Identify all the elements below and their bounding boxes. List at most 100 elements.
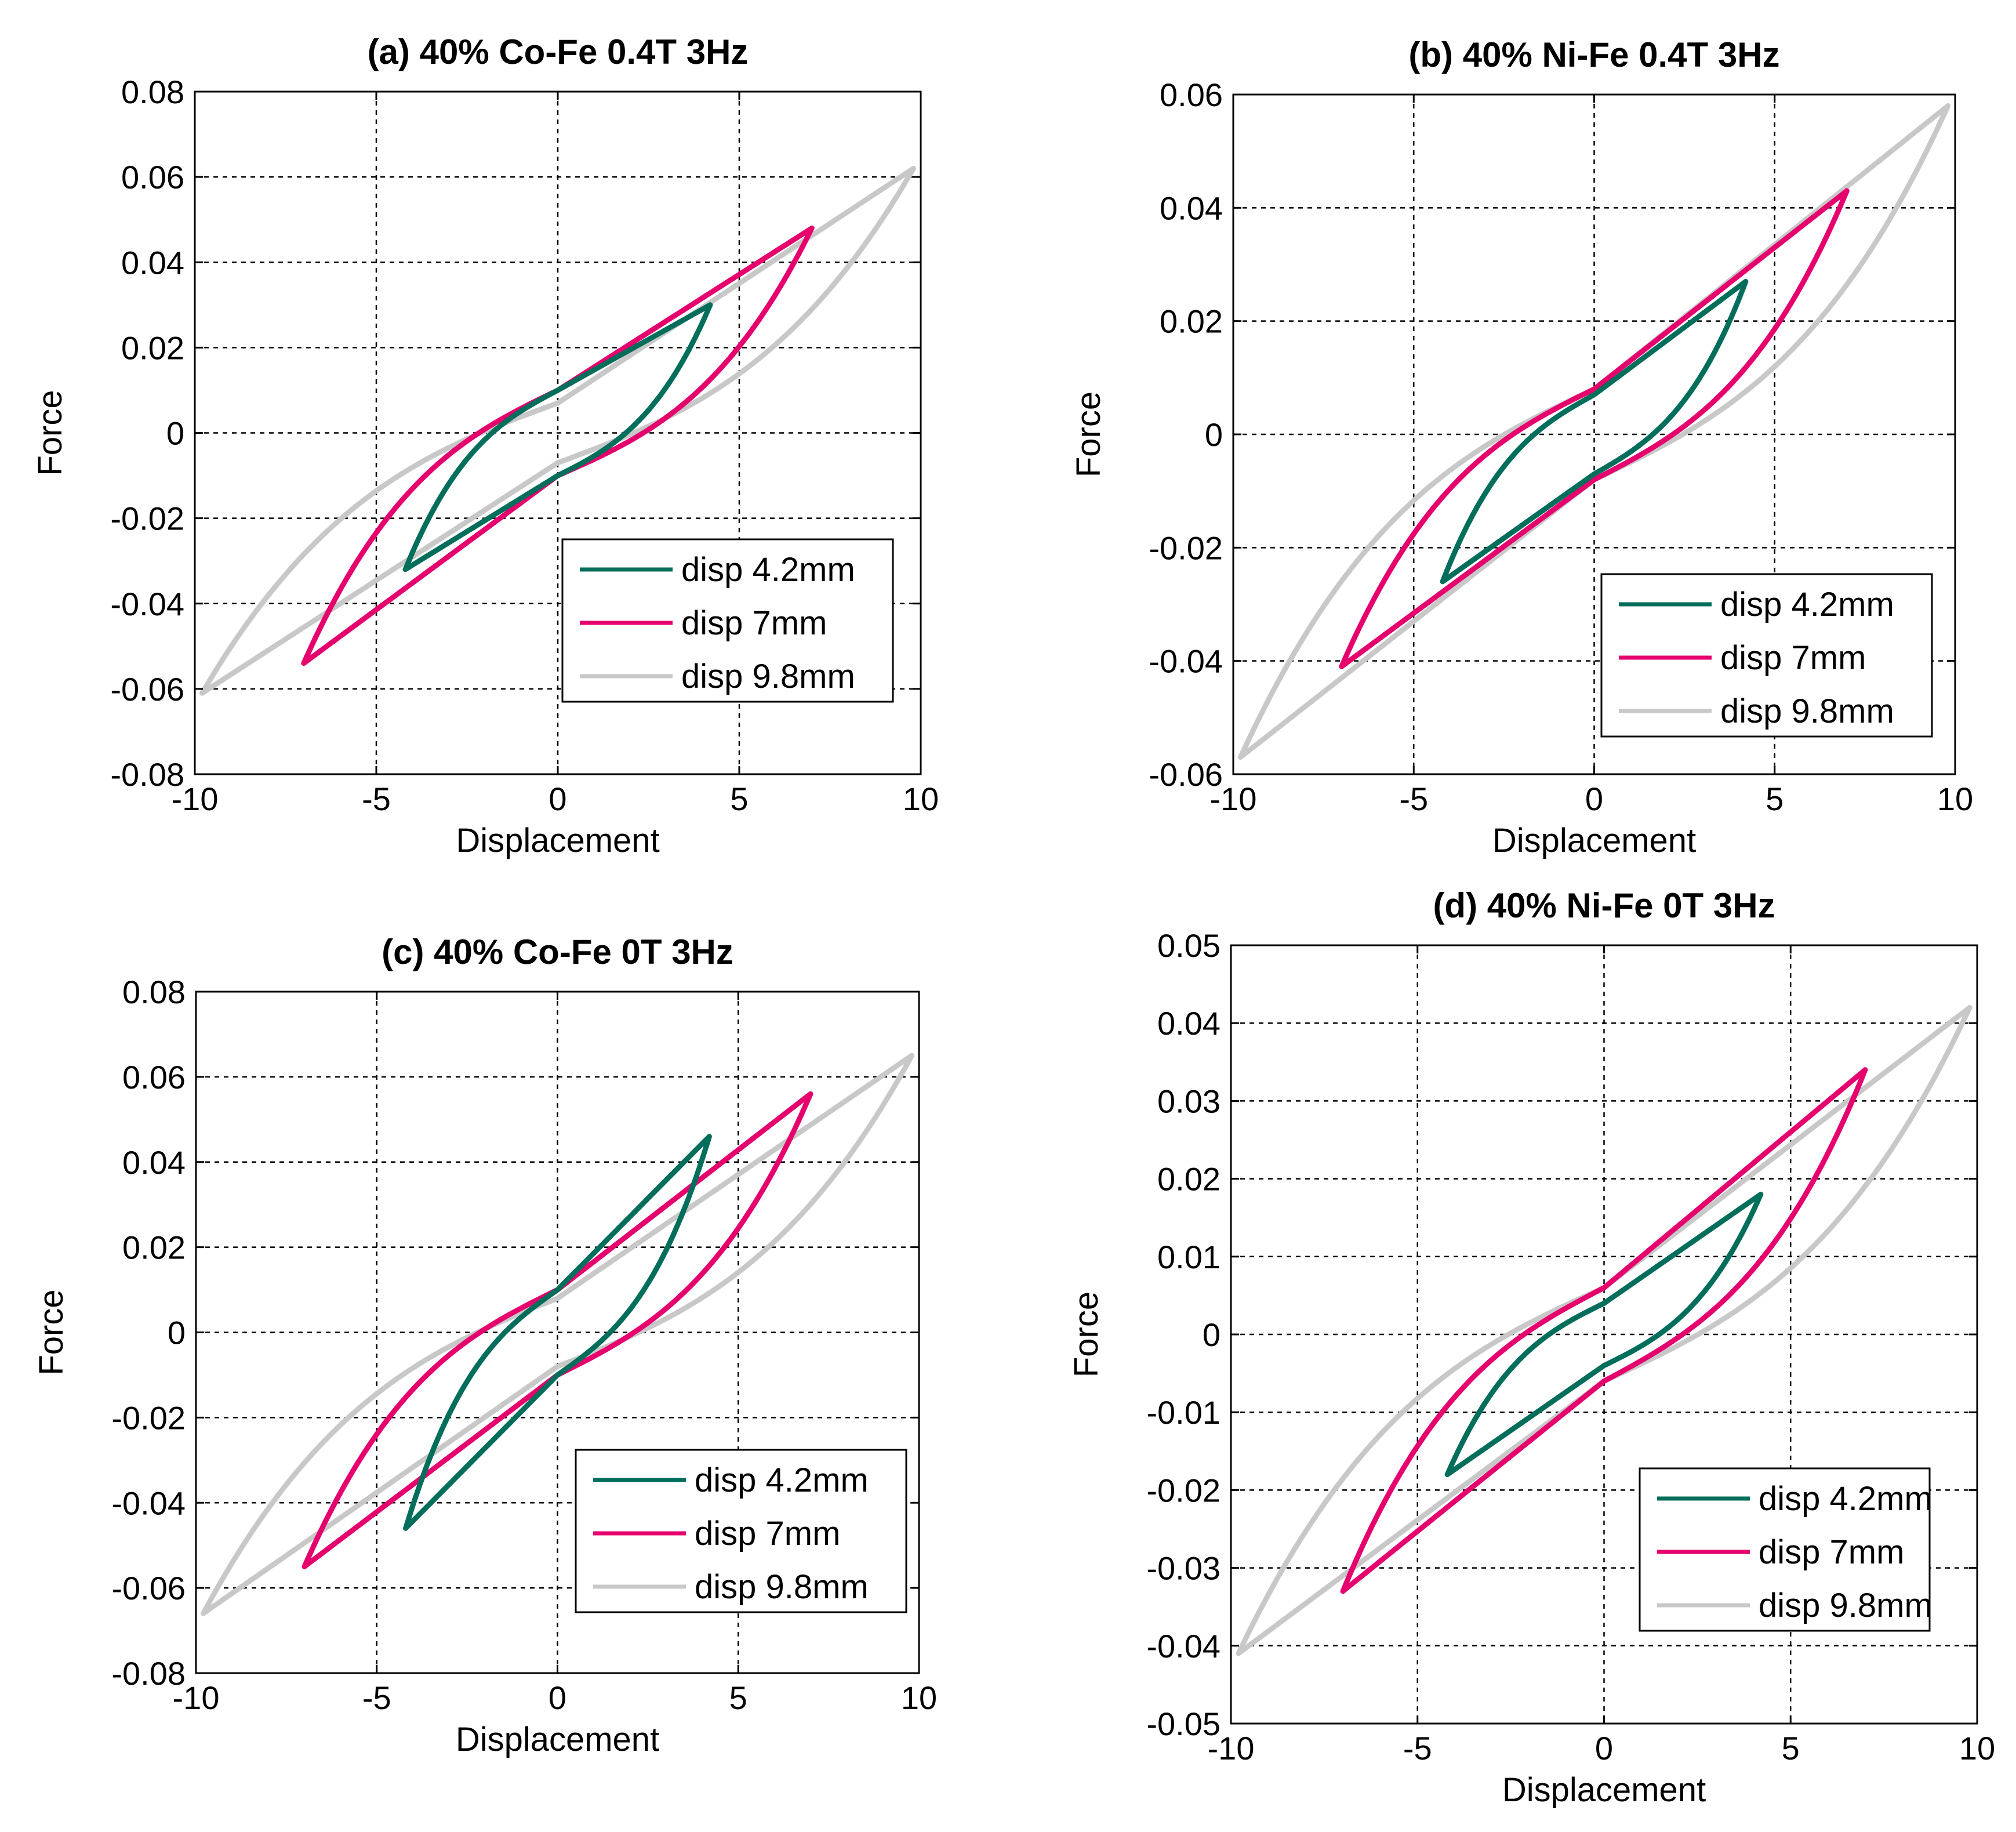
- legend-label: disp 4.2mm: [681, 551, 855, 589]
- x-tick-label: -10: [172, 781, 219, 817]
- y-axis-label: Force: [1067, 1292, 1105, 1377]
- x-tick-label: 0: [549, 1679, 566, 1716]
- y-tick-label: 0: [1205, 416, 1223, 453]
- y-tick-label: 0.04: [1160, 190, 1223, 226]
- y-tick-label: -0.04: [1149, 643, 1223, 680]
- y-tick-label: -0.02: [111, 1399, 186, 1436]
- legend: disp 4.2mm disp 7mm disp 9.8mm: [1639, 1467, 1933, 1632]
- y-axis-label: Force: [32, 1289, 70, 1375]
- grid: [1231, 945, 1977, 1724]
- y-tick-label: 0.03: [1157, 1083, 1221, 1119]
- series-group: [199, 165, 916, 696]
- y-tick-label: -0.04: [110, 586, 184, 622]
- x-axis-label: Displacement: [1492, 822, 1696, 859]
- series-loop-disp-9-8mm: [201, 1053, 914, 1616]
- chart-title: (c) 40% Co-Fe 0T 3Hz: [382, 933, 733, 971]
- y-tick-label: -0.03: [1146, 1550, 1221, 1587]
- y-tick-label: -0.04: [1146, 1628, 1221, 1664]
- y-tick-label: 0.06: [122, 1059, 186, 1095]
- y-tick-label: 0.05: [1157, 927, 1221, 964]
- legend: disp 4.2mm disp 7mm disp 9.8mm: [575, 1449, 907, 1613]
- y-tick-label: 0.02: [1157, 1161, 1221, 1198]
- series-loop-disp-7mm: [1340, 1067, 1868, 1594]
- series-group: [1237, 103, 1951, 760]
- y-tick-label: -0.06: [110, 671, 184, 708]
- series-loop-disp-4-2mm: [402, 302, 713, 572]
- x-axis-label: Displacement: [1502, 1771, 1706, 1809]
- chart-panel-1: -10 -5 0 5 10 -0.08 -0.06 -0.04 -0.02 0 0.02 0.04 0.…: [31, 32, 939, 859]
- y-tick-label: 0.04: [122, 1144, 186, 1181]
- y-tick-label: -0.02: [1149, 529, 1223, 566]
- y-tick-label: 0.04: [121, 244, 184, 281]
- series-group: [1236, 1004, 1973, 1656]
- y-axis-label: Force: [31, 390, 69, 476]
- y-tick-label: 0.01: [1157, 1239, 1221, 1275]
- x-tick-label: 10: [1937, 781, 1973, 817]
- x-tick-label: 5: [730, 781, 748, 817]
- legend-label: disp 7mm: [681, 604, 827, 642]
- chart-panel-2: -10 -5 0 5 10 -0.06 -0.04 -0.02 0 0.02 0.04 0.06 (b)…: [1070, 35, 1973, 859]
- legend-label: disp 9.8mm: [1720, 692, 1894, 730]
- x-tick-label: -5: [1399, 781, 1428, 817]
- y-tick-label: 0: [168, 1315, 186, 1351]
- legend-label: disp 9.8mm: [1759, 1587, 1933, 1624]
- y-tick-label: 0.08: [122, 974, 186, 1010]
- x-tick-label: 0: [549, 781, 566, 817]
- x-tick-label: 5: [729, 1679, 747, 1716]
- legend: disp 4.2mm disp 7mm disp 9.8mm: [1600, 573, 1933, 738]
- series-group: [201, 1053, 914, 1616]
- y-axis-label: Force: [1070, 391, 1107, 477]
- legend-label: disp 4.2mm: [1759, 1480, 1933, 1518]
- y-tick-label: -0.04: [111, 1485, 186, 1521]
- legend-label: disp 9.8mm: [681, 658, 855, 695]
- series-loop-disp-7mm: [301, 225, 815, 666]
- y-tick-label: 0.04: [1157, 1005, 1221, 1042]
- series-loop-disp-4-2mm: [403, 1134, 712, 1531]
- legend: disp 4.2mm disp 7mm disp 9.8mm: [561, 538, 894, 703]
- grid: [195, 92, 921, 774]
- y-tick-label: 0.02: [1160, 303, 1223, 340]
- y-tick-label: -0.02: [1146, 1472, 1221, 1508]
- x-tick-label: 5: [1766, 781, 1783, 817]
- y-tick-label: -0.08: [111, 1655, 186, 1692]
- series-loop-disp-4-2mm: [1444, 1191, 1764, 1478]
- y-tick-label: -0.08: [110, 756, 184, 793]
- y-tick-label: 0.02: [121, 329, 184, 366]
- x-axis-label: Displacement: [456, 822, 659, 859]
- y-tick-label: -0.02: [110, 500, 184, 537]
- y-tick-label: -0.01: [1146, 1394, 1221, 1431]
- y-tick-label: 0.02: [122, 1229, 186, 1266]
- x-tick-label: -5: [362, 781, 391, 817]
- x-tick-label: 0: [1585, 781, 1603, 817]
- y-tick-label: 0.06: [121, 159, 184, 195]
- y-tick-label: 0.08: [121, 74, 184, 110]
- x-tick-label: -5: [362, 1679, 391, 1716]
- x-tick-label: 10: [1959, 1730, 1995, 1766]
- series-loop-disp-7mm: [302, 1091, 813, 1569]
- x-tick-label: -10: [1208, 1730, 1255, 1766]
- y-tick-label: 0: [166, 415, 184, 452]
- legend-label: disp 7mm: [1759, 1533, 1904, 1571]
- chart-title: (d) 40% Ni-Fe 0T 3Hz: [1433, 886, 1775, 925]
- x-tick-label: 0: [1595, 1730, 1613, 1766]
- x-tick-label: -10: [173, 1679, 220, 1716]
- chart-panel-4: -10 -5 0 5 10 -0.05 -0.04 -0.03 -0.02 -0.01 0 0.01 0…: [1067, 886, 1995, 1809]
- x-tick-label: 5: [1782, 1730, 1800, 1766]
- legend-label: disp 4.2mm: [695, 1461, 869, 1499]
- legend-label: disp 7mm: [1720, 639, 1866, 677]
- y-tick-label: 0.06: [1160, 77, 1223, 113]
- x-tick-label: 10: [901, 1679, 937, 1716]
- legend-label: disp 7mm: [695, 1515, 840, 1552]
- x-tick-label: -5: [1403, 1730, 1432, 1766]
- legend-label: disp 9.8mm: [695, 1568, 869, 1606]
- y-tick-label: -0.06: [111, 1570, 186, 1606]
- x-axis-label: Displacement: [456, 1721, 659, 1758]
- series-loop-disp-9-8mm: [1236, 1004, 1973, 1656]
- y-tick-label: -0.05: [1146, 1706, 1221, 1742]
- y-tick-label: 0: [1203, 1316, 1221, 1353]
- series-loop-disp-4-2mm: [1440, 278, 1749, 585]
- chart-title: (b) 40% Ni-Fe 0.4T 3Hz: [1408, 35, 1779, 74]
- x-tick-label: 10: [903, 781, 939, 817]
- series-loop-disp-7mm: [1339, 188, 1850, 669]
